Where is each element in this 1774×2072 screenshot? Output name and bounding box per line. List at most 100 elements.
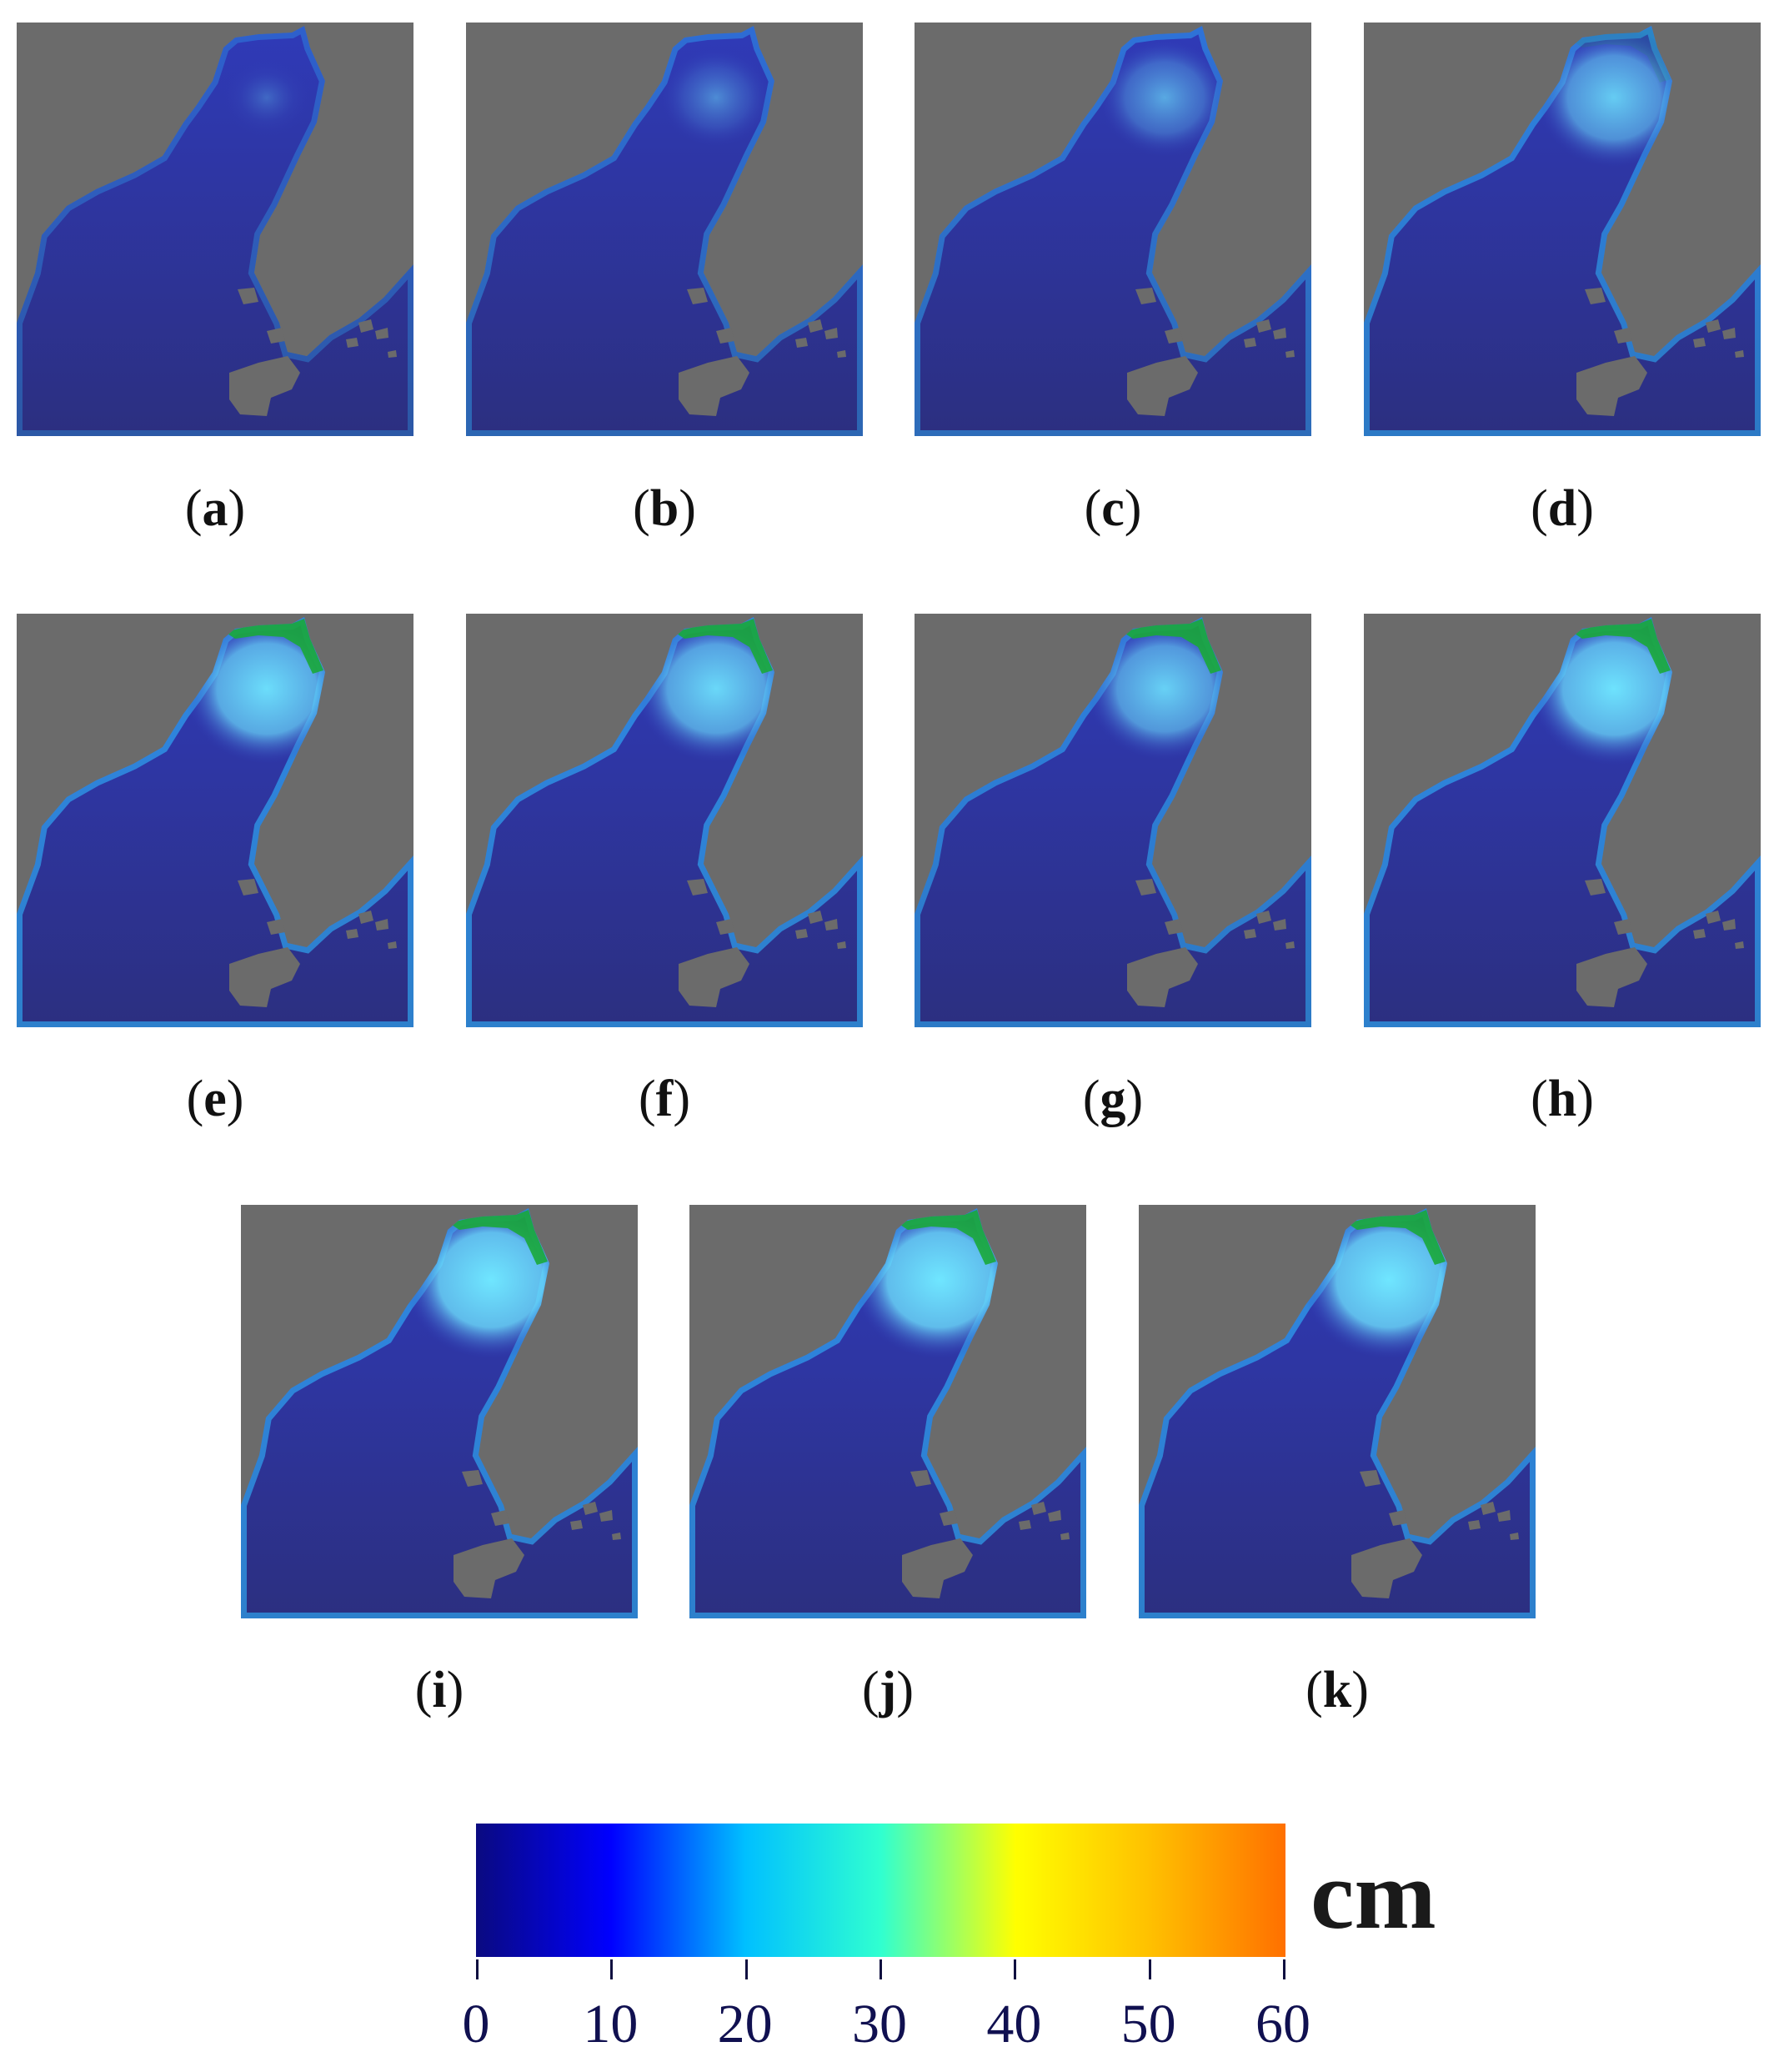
island-land	[1285, 350, 1295, 358]
colorbar-tick-label: 50	[1120, 1994, 1176, 2054]
map-panel-f	[466, 614, 863, 1027]
peninsula-land	[1127, 356, 1198, 416]
island-land	[808, 319, 823, 333]
colorbar-tick-label: 60	[1255, 1994, 1310, 2054]
panel-caption-c: (c)	[1084, 480, 1142, 537]
island-land	[583, 1502, 598, 1515]
island-land	[687, 288, 708, 304]
shallow-band	[1572, 619, 1671, 674]
island-land	[462, 1470, 483, 1487]
colorbar-tick-label: 40	[986, 1994, 1042, 2054]
island-land	[1497, 1510, 1511, 1522]
island-land	[1722, 919, 1736, 931]
shallow-band	[674, 619, 773, 674]
island-land	[267, 919, 285, 935]
sea-area	[915, 617, 1311, 1027]
colorbar-tickmark	[744, 1959, 748, 1979]
plume-region	[1099, 38, 1230, 157]
island-land	[795, 338, 808, 348]
shallow-band	[1123, 619, 1221, 674]
island-land	[358, 319, 373, 333]
coastal-fringe	[17, 26, 413, 436]
coastal-fringe	[466, 26, 863, 436]
island-land	[388, 941, 397, 949]
panel-caption-a: (a)	[184, 480, 246, 537]
island-land	[1735, 941, 1744, 949]
map-panel-j	[689, 1205, 1086, 1618]
peninsula-land	[1576, 947, 1647, 1007]
shallow-band	[898, 1210, 996, 1265]
colorbar-tickmark	[1283, 1959, 1285, 1979]
panel-caption-k: (k)	[1305, 1662, 1369, 1718]
island-land	[375, 919, 388, 931]
map-panel-g	[915, 614, 1311, 1027]
island-land	[824, 919, 838, 931]
peninsula-land	[1576, 356, 1647, 416]
sea-area	[466, 26, 863, 436]
island-land	[1135, 288, 1156, 304]
map-panel-d	[1364, 23, 1761, 436]
island-land	[1256, 319, 1271, 333]
shallow-band	[1572, 28, 1671, 83]
island-land	[388, 350, 397, 358]
panel-caption-b: (b)	[633, 480, 696, 537]
island-land	[1273, 328, 1286, 339]
island-land	[599, 1510, 613, 1522]
shallow-band	[1347, 1210, 1446, 1265]
island-land	[1585, 288, 1606, 304]
map-panel-b	[466, 23, 863, 436]
peninsula-land	[229, 356, 300, 416]
island-land	[1244, 338, 1256, 348]
island-land	[1481, 1502, 1496, 1515]
colorbar-tickmark	[1148, 1959, 1151, 1979]
island-land	[1706, 319, 1721, 333]
plume-region	[1536, 28, 1691, 168]
colorbar-tickmark	[610, 1959, 614, 1979]
panel-caption-d: (d)	[1531, 480, 1594, 537]
peninsula-land	[1351, 1538, 1422, 1598]
island-land	[1693, 338, 1706, 348]
island-land	[1585, 879, 1606, 896]
peninsula-land	[679, 947, 749, 1007]
sea-area	[466, 617, 863, 1027]
panel-caption-e: (e)	[186, 1071, 244, 1127]
island-land	[824, 328, 838, 339]
plume-region	[660, 48, 772, 148]
island-land	[1735, 350, 1744, 358]
shallow-band	[225, 619, 323, 674]
colorbar-tickmark	[1014, 1959, 1017, 1979]
shallow-band	[449, 1210, 548, 1265]
island-land	[1135, 879, 1156, 896]
island-land	[808, 911, 823, 924]
map-panel-c	[915, 23, 1311, 436]
peninsula-land	[454, 1538, 524, 1598]
island-land	[1706, 911, 1721, 924]
sea-area	[17, 26, 413, 436]
island-land	[1614, 919, 1632, 935]
panel-caption-i: (i)	[414, 1662, 464, 1718]
peninsula-land	[902, 1538, 973, 1598]
panel-caption-j: (j)	[862, 1662, 914, 1718]
peninsula-land	[229, 947, 300, 1007]
island-land	[940, 1510, 958, 1526]
island-land	[491, 1510, 509, 1526]
island-land	[1019, 1520, 1031, 1530]
colorbar-unit-label: cm	[1310, 1840, 1436, 1949]
map-panel-k	[1139, 1205, 1536, 1618]
island-land	[1285, 941, 1295, 949]
map-panel-h	[1364, 614, 1761, 1027]
colorbar-tickmark	[476, 1959, 479, 1979]
map-panel-a	[17, 23, 413, 436]
panel-caption-g: (g)	[1082, 1071, 1144, 1127]
island-land	[1256, 911, 1271, 924]
island-land	[346, 338, 358, 348]
island-land	[267, 328, 285, 344]
island-land	[716, 919, 734, 935]
island-land	[1165, 328, 1183, 344]
colorbar-tick-label: 0	[462, 1994, 490, 2054]
map-panel-e	[17, 614, 413, 1027]
sea-area	[1364, 617, 1761, 1027]
island-land	[1273, 919, 1286, 931]
sea-area	[1364, 26, 1761, 436]
island-land	[1360, 1470, 1381, 1487]
